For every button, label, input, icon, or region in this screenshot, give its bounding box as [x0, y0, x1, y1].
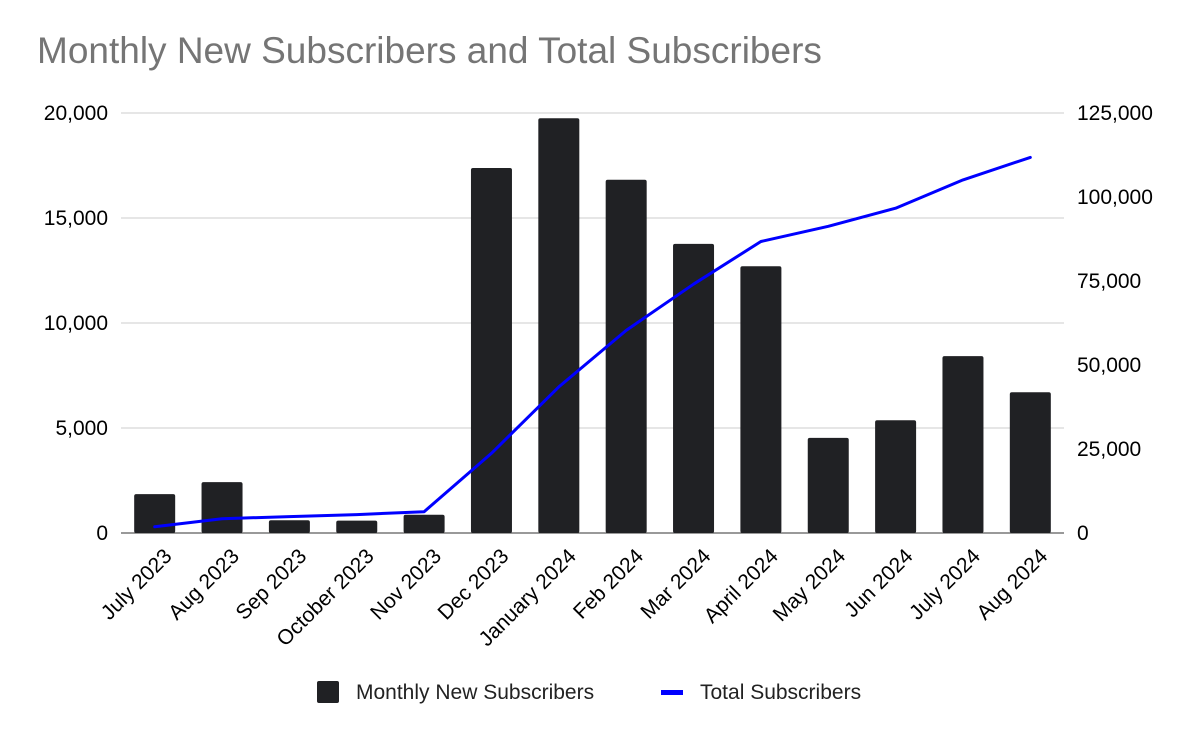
bar — [470, 168, 512, 533]
bar — [134, 494, 176, 533]
legend: Monthly New Subscribers Total Subscribers — [317, 681, 861, 704]
y-tick-label-left: 15,000 — [44, 207, 108, 230]
left-y-axis: 0 5,000 10,000 15,000 20,000 — [44, 102, 108, 545]
bar-series-monthly-new-subscribers — [134, 118, 1051, 533]
right-y-axis: 0 25,000 50,000 75,000 100,000 125,000 — [1077, 102, 1153, 545]
bar — [1009, 392, 1051, 533]
bar — [942, 356, 984, 533]
x-tick-label: Feb 2024 — [569, 544, 648, 623]
chart-title: Monthly New Subscribers and Total Subscr… — [37, 30, 822, 71]
y-tick-label-right: 100,000 — [1077, 186, 1153, 209]
legend-label: Total Subscribers — [700, 681, 861, 704]
legend-swatch-bar — [317, 681, 339, 703]
gridlines — [121, 112, 1064, 534]
y-tick-label-right: 75,000 — [1077, 270, 1141, 293]
bar — [673, 243, 715, 533]
bar — [875, 420, 917, 533]
bar — [268, 520, 310, 533]
line-series-total-subscribers — [153, 155, 1032, 529]
y-tick-label-right: 50,000 — [1077, 354, 1141, 377]
y-tick-label-left: 10,000 — [44, 312, 108, 335]
y-tick-label-left: 5,000 — [55, 417, 108, 440]
bar — [403, 514, 445, 533]
legend-swatch-line — [661, 690, 683, 695]
line-path — [153, 155, 1032, 529]
bar — [201, 482, 243, 533]
x-tick-label: Aug 2024 — [972, 544, 1052, 624]
y-tick-label-left: 0 — [96, 522, 108, 545]
bar — [807, 437, 849, 533]
y-tick-label-right: 0 — [1077, 522, 1089, 545]
x-tick-label: May 2024 — [769, 544, 851, 626]
y-tick-label-right: 25,000 — [1077, 438, 1141, 461]
x-tick-label: Nov 2023 — [366, 545, 446, 625]
bar — [538, 118, 580, 533]
y-tick-label-left: 20,000 — [44, 102, 108, 125]
bar — [740, 266, 782, 533]
x-tick-label: April 2024 — [700, 544, 783, 627]
x-tick-label: Aug 2023 — [164, 545, 244, 625]
x-tick-label: July 2024 — [905, 544, 985, 624]
bar — [605, 179, 647, 533]
y-tick-label-right: 125,000 — [1077, 102, 1153, 125]
bar — [336, 520, 378, 533]
legend-label: Monthly New Subscribers — [356, 681, 594, 704]
x-tick-label: July 2023 — [97, 545, 177, 625]
